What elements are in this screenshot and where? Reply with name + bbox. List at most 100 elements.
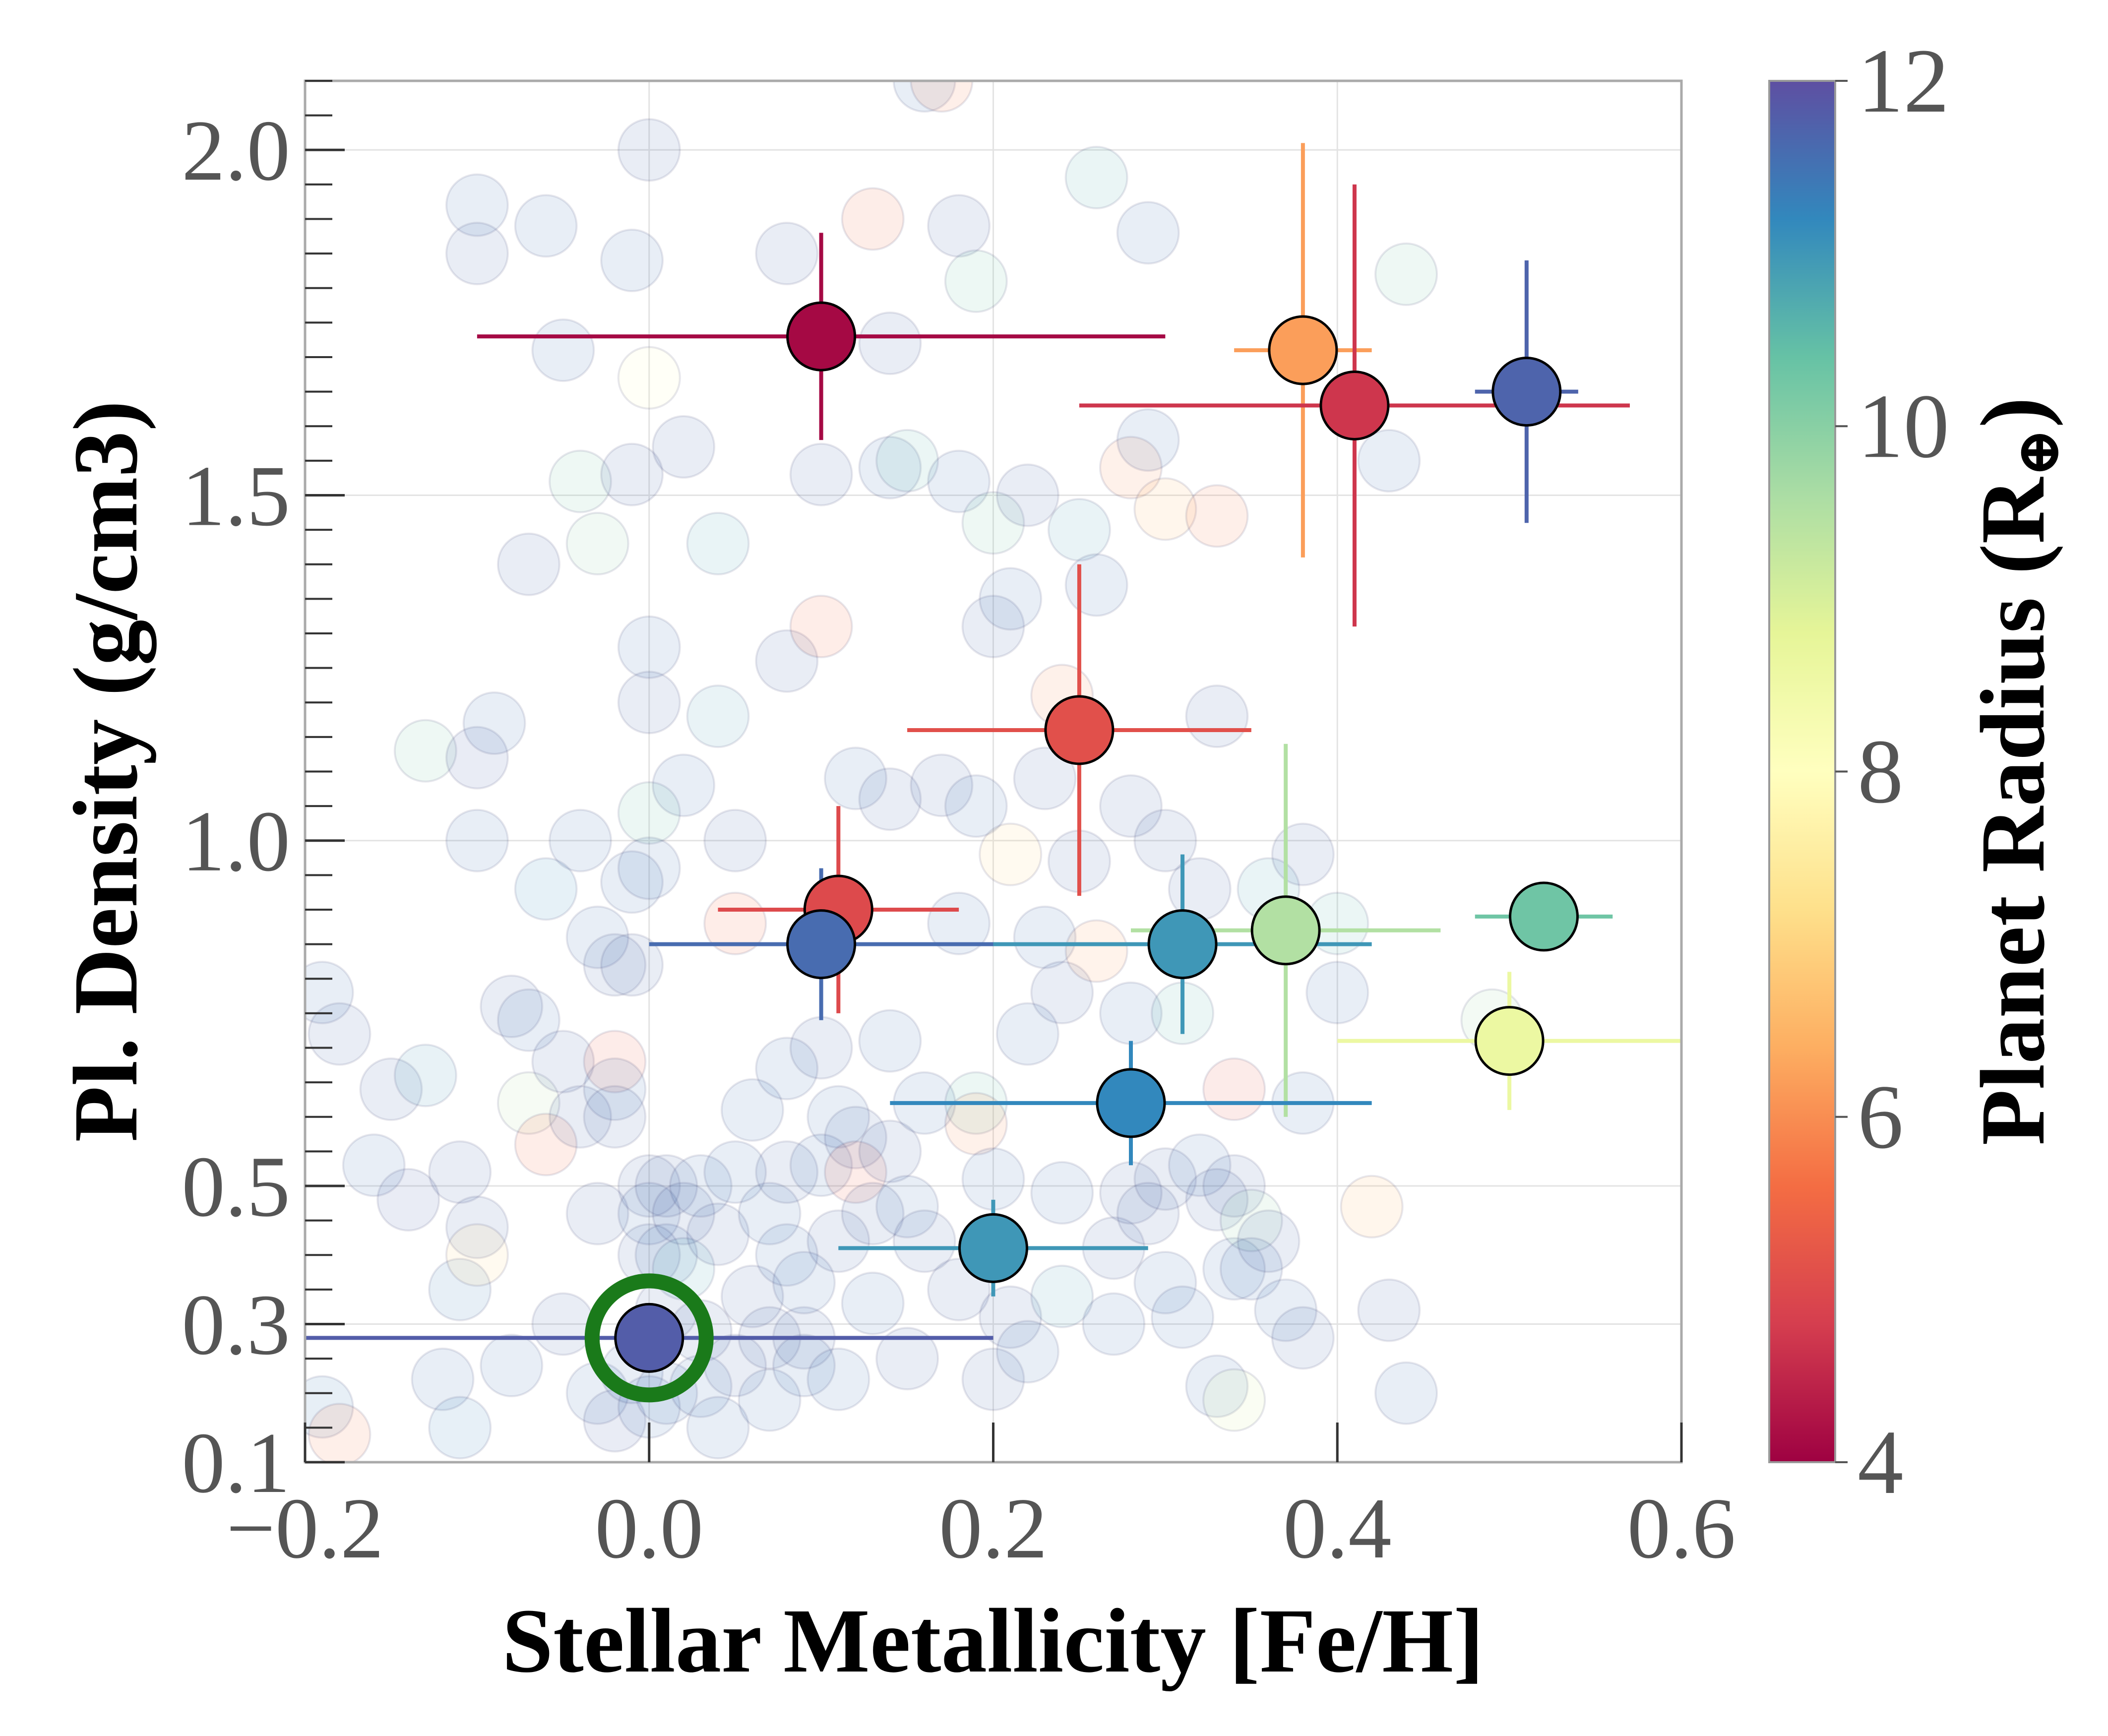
- background-point: [393, 719, 457, 783]
- background-point: [1082, 1292, 1146, 1356]
- background-point: [1168, 1133, 1232, 1197]
- background-point: [652, 415, 716, 479]
- background-point: [806, 1209, 870, 1273]
- background-point: [1357, 429, 1421, 493]
- background-point: [1030, 1264, 1094, 1328]
- colorbar-title-text: Planet Radius (R: [1962, 476, 2064, 1145]
- background-point: [995, 1320, 1059, 1384]
- background-point: [531, 1292, 595, 1356]
- background-point: [824, 1106, 887, 1170]
- background-point: [1305, 961, 1369, 1025]
- background-point: [1047, 498, 1111, 562]
- background-point: [583, 933, 647, 997]
- background-point: [806, 1085, 870, 1149]
- background-point: [600, 850, 664, 914]
- background-point: [428, 1396, 492, 1460]
- background-point: [496, 1071, 560, 1135]
- background-point: [445, 1195, 509, 1259]
- background-point: [1030, 1161, 1094, 1225]
- background-point: [979, 822, 1043, 886]
- background-point: [617, 781, 681, 845]
- background-point: [1013, 905, 1077, 969]
- background-point: [565, 511, 629, 575]
- background-point: [583, 1085, 647, 1149]
- featured-point: [1250, 895, 1321, 966]
- background-point: [1116, 1181, 1180, 1245]
- background-point: [1202, 1237, 1266, 1301]
- background-point: [858, 1009, 922, 1073]
- background-point: [652, 753, 716, 817]
- background-point: [445, 726, 509, 790]
- background-point: [910, 81, 974, 113]
- background-point: [755, 629, 819, 693]
- y-tick-label: 2.0: [182, 102, 290, 198]
- colorbar-tick-label: 8: [1858, 721, 1904, 823]
- background-point: [428, 1140, 492, 1204]
- y-tick-label: 0.3: [182, 1277, 290, 1373]
- background-point: [979, 567, 1043, 631]
- y-tick-label: 0.5: [182, 1138, 290, 1235]
- colorbar-title: Planet Radius (R⊕): [1962, 397, 2071, 1146]
- background-point: [1116, 408, 1180, 472]
- background-point: [927, 194, 991, 258]
- background-point: [1151, 1285, 1215, 1349]
- background-point: [1133, 1250, 1197, 1314]
- colorbar-tick-label: 12: [1858, 30, 1949, 132]
- background-point: [480, 1334, 544, 1398]
- background-point: [480, 974, 544, 1038]
- background-point: [565, 905, 629, 969]
- background-point: [1202, 1368, 1266, 1432]
- background-point: [789, 442, 853, 506]
- background-point: [755, 222, 819, 286]
- background-point: [720, 1264, 784, 1328]
- background-point: [617, 671, 681, 735]
- background-point: [531, 1030, 595, 1094]
- background-point: [305, 961, 354, 1025]
- background-point: [858, 1119, 922, 1183]
- colorbar-title-earth-symbol: ⊕: [2005, 428, 2071, 478]
- featured-point: [958, 1213, 1028, 1283]
- background-point: [514, 857, 578, 921]
- featured-point: [1268, 315, 1338, 385]
- background-point: [1271, 822, 1335, 886]
- axis-ticks: −0.2 0.0 0.2 0.4 0.6 0.1 0.3 0.5 1.0 1.5 2.0: [182, 80, 1736, 1576]
- featured-point: [1096, 1068, 1166, 1138]
- background-point: [806, 1347, 870, 1411]
- background-point: [1064, 553, 1128, 617]
- colorbar: 4 6 8 10 12: [1768, 30, 1949, 1513]
- background-point: [305, 1375, 354, 1439]
- featured-point: [1044, 695, 1115, 765]
- background-point: [1185, 1168, 1249, 1232]
- background-point: [376, 1168, 440, 1232]
- background-point: [1340, 1175, 1404, 1239]
- background-point: [755, 1140, 819, 1204]
- background-point: [496, 532, 560, 596]
- background-point: [600, 933, 664, 997]
- background-point: [359, 1057, 423, 1121]
- background-point: [617, 118, 681, 182]
- background-point: [617, 615, 681, 679]
- background-point: [669, 1154, 733, 1218]
- featured-point: [1491, 357, 1562, 427]
- background-point: [1202, 1057, 1266, 1121]
- background-point: [565, 1181, 629, 1245]
- background-point: [1064, 919, 1128, 983]
- background-point: [549, 1085, 612, 1149]
- background-point: [686, 511, 750, 575]
- background-point: [703, 1140, 767, 1204]
- background-point: [892, 81, 956, 113]
- background-point: [841, 1271, 905, 1335]
- background-point: [411, 1347, 475, 1411]
- background-point: [961, 595, 1025, 659]
- background-point: [789, 595, 853, 659]
- colorbar-tick-label: 4: [1858, 1412, 1904, 1513]
- colorbar-tick-label: 10: [1858, 375, 1949, 477]
- featured-point: [614, 1302, 684, 1373]
- background-point: [1185, 684, 1249, 748]
- background-point: [875, 1327, 939, 1391]
- background-point: [428, 1257, 492, 1321]
- background-point: [445, 222, 509, 286]
- background-point: [1116, 201, 1180, 265]
- background-point: [1374, 1361, 1438, 1425]
